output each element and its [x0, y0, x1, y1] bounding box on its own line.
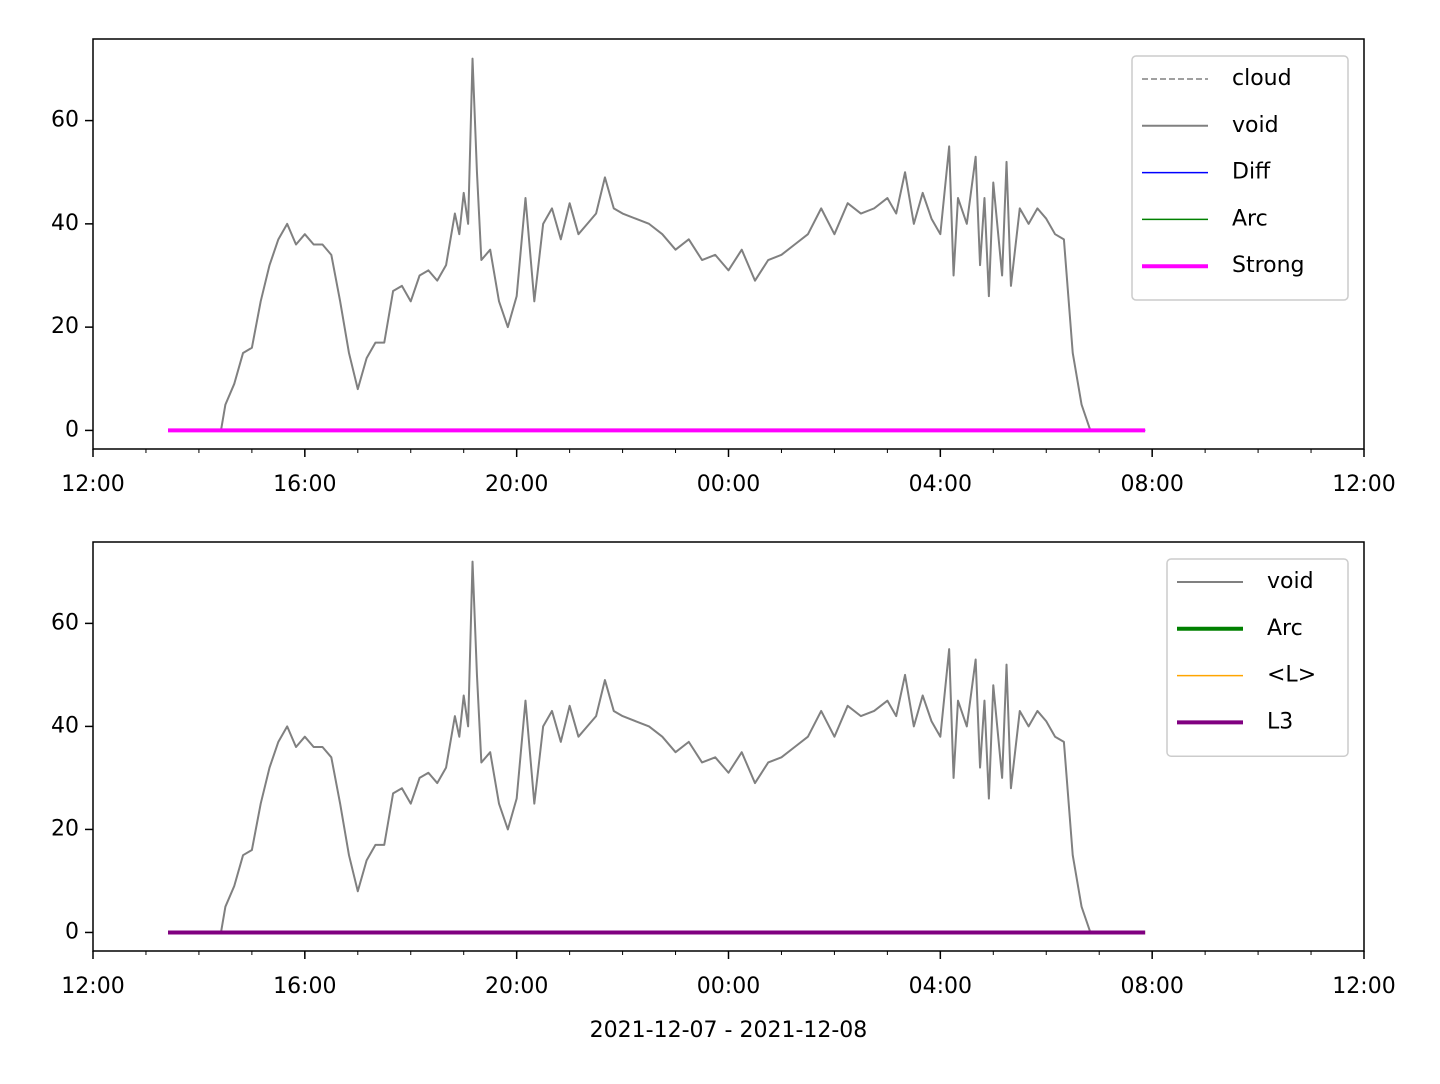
x-tick-label: 12:00: [61, 974, 124, 999]
x-tick-label: 12:00: [1332, 974, 1395, 999]
y-tick-label: 0: [65, 417, 79, 442]
x-axis-label: 2021-12-07 - 2021-12-08: [590, 1018, 868, 1043]
legend-label: <L>: [1267, 663, 1316, 688]
x-tick-label: 08:00: [1120, 974, 1183, 999]
y-tick-label: 0: [65, 919, 79, 944]
x-tick-label: 12:00: [61, 472, 124, 497]
y-tick-label: 40: [51, 211, 79, 236]
plot-frame: [92, 38, 1365, 450]
x-tick-label: 20:00: [485, 472, 548, 497]
y-tick-label: 60: [51, 108, 79, 133]
x-tick-label: 08:00: [1120, 472, 1183, 497]
y-tick-label: 20: [51, 314, 79, 339]
legend-label: cloud: [1232, 66, 1292, 91]
legend-label: Arc: [1267, 616, 1303, 641]
legend-label: Diff: [1232, 160, 1271, 185]
x-tick-label: 20:00: [485, 974, 548, 999]
x-tick-label: 16:00: [273, 472, 336, 497]
plot-frame: [92, 541, 1365, 952]
y-tick-label: 40: [51, 713, 79, 738]
y-tick-label: 60: [51, 610, 79, 635]
x-tick-label: 04:00: [909, 974, 972, 999]
series-line: [219, 57, 1092, 431]
series-line: [219, 560, 1092, 933]
y-tick-label: 20: [51, 816, 79, 841]
x-tick-label: 00:00: [697, 974, 760, 999]
legend-label: Strong: [1232, 253, 1305, 278]
legend-label: L3: [1267, 709, 1293, 734]
x-tick-label: 00:00: [697, 472, 760, 497]
legend-box: [1166, 558, 1349, 757]
x-tick-label: 16:00: [273, 974, 336, 999]
legend-label: void: [1232, 113, 1279, 138]
legend-box: [1131, 55, 1349, 301]
x-tick-label: 12:00: [1332, 472, 1395, 497]
x-tick-label: 04:00: [909, 472, 972, 497]
legend-label: Arc: [1232, 206, 1268, 231]
legend-label: void: [1267, 569, 1314, 594]
